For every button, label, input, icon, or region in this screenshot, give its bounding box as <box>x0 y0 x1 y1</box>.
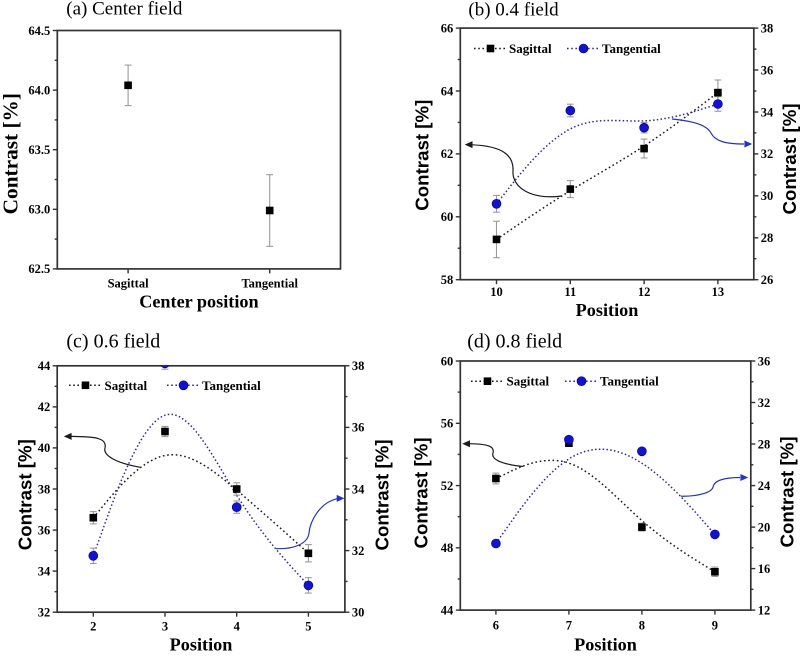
svg-text:42: 42 <box>38 400 51 414</box>
svg-text:66: 66 <box>441 21 454 35</box>
svg-text:58: 58 <box>441 273 454 287</box>
svg-text:11: 11 <box>564 285 576 299</box>
svg-text:Contrast [%]: Contrast [%] <box>372 439 393 550</box>
svg-text:63.0: 63.0 <box>28 203 50 217</box>
svg-text:Contrast [%]: Contrast [%] <box>412 100 433 211</box>
svg-text:32: 32 <box>758 396 771 410</box>
svg-text:36: 36 <box>38 523 51 537</box>
svg-text:30: 30 <box>352 606 365 620</box>
svg-text:Sagittal: Sagittal <box>108 277 150 291</box>
svg-text:Sagittal: Sagittal <box>507 374 550 389</box>
svg-text:3: 3 <box>162 619 168 633</box>
svg-text:(d) 0.8 field: (d) 0.8 field <box>467 331 562 353</box>
svg-text:32: 32 <box>352 544 365 558</box>
svg-text:4: 4 <box>234 619 241 633</box>
svg-text:Tangential: Tangential <box>602 41 661 56</box>
svg-text:60: 60 <box>441 210 454 224</box>
svg-text:64: 64 <box>441 84 454 98</box>
svg-text:36: 36 <box>352 421 365 435</box>
svg-text:Tangential: Tangential <box>600 374 659 389</box>
svg-text:64.5: 64.5 <box>28 24 50 38</box>
svg-text:9: 9 <box>712 619 718 633</box>
svg-text:24: 24 <box>758 479 771 493</box>
svg-text:Contrast [%]: Contrast [%] <box>779 103 800 214</box>
svg-text:36: 36 <box>761 63 774 77</box>
svg-text:34: 34 <box>38 564 51 578</box>
svg-text:12: 12 <box>638 285 651 299</box>
svg-text:Position: Position <box>170 635 233 654</box>
svg-text:Sagittal: Sagittal <box>509 41 552 56</box>
svg-text:8: 8 <box>639 619 645 633</box>
svg-text:Tangential: Tangential <box>241 277 298 291</box>
svg-text:28: 28 <box>761 231 774 245</box>
svg-text:34: 34 <box>761 105 774 119</box>
svg-text:38: 38 <box>352 359 365 373</box>
svg-text:28: 28 <box>758 437 771 451</box>
svg-text:40: 40 <box>38 441 51 455</box>
svg-text:Tangential: Tangential <box>202 378 261 393</box>
svg-text:56: 56 <box>441 417 454 431</box>
svg-text:(c) 0.6 field: (c) 0.6 field <box>66 331 160 353</box>
svg-text:44: 44 <box>38 359 51 373</box>
svg-text:16: 16 <box>758 562 771 576</box>
svg-text:62: 62 <box>441 147 454 161</box>
svg-text:(b) 0.4 field: (b) 0.4 field <box>468 0 559 21</box>
svg-text:Sagittal: Sagittal <box>105 378 148 393</box>
svg-text:63.5: 63.5 <box>28 143 50 157</box>
svg-text:34: 34 <box>352 482 365 496</box>
svg-text:48: 48 <box>441 541 454 555</box>
svg-text:Position: Position <box>576 300 639 320</box>
svg-text:Contrast [%]: Contrast [%] <box>777 436 798 547</box>
svg-text:26: 26 <box>761 273 774 287</box>
svg-text:Contrast [%]: Contrast [%] <box>14 439 35 550</box>
svg-text:10: 10 <box>490 285 503 299</box>
svg-text:38: 38 <box>761 21 774 35</box>
svg-text:32: 32 <box>761 147 774 161</box>
svg-text:52: 52 <box>441 479 454 493</box>
svg-text:Contrast [%]: Contrast [%] <box>411 437 432 548</box>
svg-text:20: 20 <box>758 520 771 534</box>
svg-text:12: 12 <box>758 603 771 617</box>
svg-text:36: 36 <box>758 354 771 368</box>
svg-text:2: 2 <box>90 619 96 633</box>
svg-text:Position: Position <box>574 635 637 654</box>
svg-text:44: 44 <box>441 603 454 617</box>
svg-text:13: 13 <box>712 285 725 299</box>
svg-text:Contrast [%]: Contrast [%] <box>0 93 22 214</box>
svg-text:5: 5 <box>305 619 311 633</box>
svg-text:6: 6 <box>493 619 499 633</box>
svg-text:Center position: Center position <box>139 292 258 312</box>
svg-text:30: 30 <box>761 189 774 203</box>
svg-text:(a) Center field: (a) Center field <box>66 0 183 20</box>
svg-text:32: 32 <box>38 606 51 620</box>
svg-text:64.0: 64.0 <box>28 83 50 97</box>
svg-text:38: 38 <box>38 482 51 496</box>
svg-text:7: 7 <box>566 619 572 633</box>
svg-text:60: 60 <box>441 354 454 368</box>
svg-text:62.5: 62.5 <box>28 262 50 276</box>
